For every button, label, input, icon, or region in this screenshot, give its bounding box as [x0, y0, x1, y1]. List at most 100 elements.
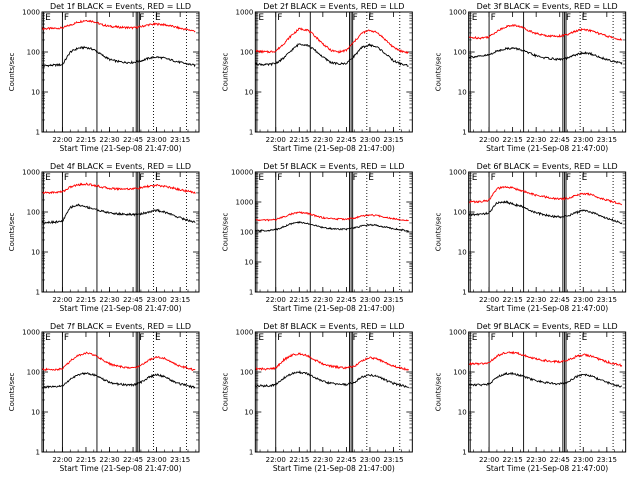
y-axis-label: Counts/sec — [435, 373, 443, 412]
y-axis-label: Counts/sec — [221, 373, 229, 412]
y-axis-label: Counts/sec — [8, 373, 16, 412]
x-tick-label: 22:00 — [479, 136, 499, 144]
x-tick-label: 23:00 — [147, 456, 167, 464]
marker-label: F — [566, 173, 571, 183]
x-tick-label: 22:30 — [99, 456, 119, 464]
x-tick-label: 22:45 — [123, 296, 143, 304]
marker-label: F — [353, 13, 358, 23]
plot-frame — [468, 171, 627, 293]
x-tick-label: 22:30 — [99, 296, 119, 304]
marker-label: F — [491, 13, 496, 23]
marker-label: E — [258, 333, 264, 343]
x-axis-label: Start Time (21-Sep-08 21:47:00) — [273, 464, 395, 473]
x-tick-label: 22:30 — [526, 456, 546, 464]
marker-label: E — [368, 13, 374, 23]
x-tick-label: 23:00 — [573, 136, 593, 144]
lld-series-line — [255, 352, 409, 372]
marker-label: E — [472, 333, 478, 343]
marker-label: F — [64, 173, 69, 183]
y-tick-label: 1000 — [449, 169, 467, 177]
x-tick-label: 23:00 — [573, 296, 593, 304]
marker-label: E — [155, 333, 161, 343]
lld-series-line — [41, 182, 196, 195]
y-tick-label: 1 — [36, 449, 40, 457]
events-series-line — [41, 203, 196, 225]
x-tick-label: 22:15 — [289, 136, 309, 144]
y-axis-label: Counts/sec — [221, 213, 229, 252]
x-tick-label: 22:15 — [503, 296, 523, 304]
x-tick-label: 22:00 — [266, 456, 286, 464]
marker-label: F — [353, 333, 358, 343]
panel-title: Det 8f BLACK = Events, RED = LLD — [263, 322, 404, 331]
marker-label: F — [491, 173, 496, 183]
plot-frame — [41, 331, 200, 453]
y-tick-label: 1 — [36, 289, 40, 297]
x-tick-label: 22:30 — [313, 456, 333, 464]
marker-label: E — [472, 13, 478, 23]
plot-frame — [254, 11, 413, 133]
y-tick-label: 1000 — [22, 9, 40, 17]
panel-title: Det 1f BLACK = Events, RED = LLD — [50, 2, 191, 11]
events-series-line — [41, 45, 196, 68]
panel-title: Det 3f BLACK = Events, RED = LLD — [477, 2, 618, 11]
marker-label: F — [139, 13, 144, 23]
x-tick-label: 23:15 — [170, 296, 190, 304]
marker-label: E — [582, 13, 588, 23]
x-axis-label: Start Time (21-Sep-08 21:47:00) — [273, 144, 395, 153]
y-tick-label: 1 — [462, 449, 466, 457]
y-tick-label: 100 — [27, 209, 40, 217]
x-tick-label: 22:00 — [479, 456, 499, 464]
x-tick-label: 23:15 — [170, 136, 190, 144]
x-tick-label: 23:15 — [383, 456, 403, 464]
x-axis-label: Start Time (21-Sep-08 21:47:00) — [60, 464, 182, 473]
plot-frame — [254, 171, 413, 293]
y-tick-label: 1000 — [449, 329, 467, 337]
events-series-line — [468, 371, 623, 388]
x-tick-label: 22:30 — [526, 136, 546, 144]
events-series-line — [254, 370, 409, 389]
x-axis-label: Start Time (21-Sep-08 21:47:00) — [273, 304, 395, 313]
panel-title: Det 5f BLACK = Events, RED = LLD — [263, 162, 404, 171]
x-tick-label: 22:30 — [313, 296, 333, 304]
y-tick-label: 10 — [458, 409, 467, 417]
x-tick-label: 22:00 — [52, 136, 72, 144]
panel-8: Det 8f BLACK = Events, RED = LLD Counts/s… — [221, 322, 413, 473]
x-tick-label: 22:30 — [526, 296, 546, 304]
panel-4: Det 4f BLACK = Events, RED = LLD Counts/s… — [8, 162, 200, 313]
y-tick-label: 1000 — [22, 329, 40, 337]
x-tick-label: 22:45 — [550, 136, 570, 144]
y-tick-label: 1000 — [449, 9, 467, 17]
lld-series-line — [468, 24, 623, 41]
y-tick-label: 10 — [31, 89, 40, 97]
plot-frame — [41, 11, 200, 133]
x-tick-label: 23:00 — [360, 296, 380, 304]
events-series-line — [254, 43, 409, 67]
marker-label: F — [353, 173, 358, 183]
panel-9: Det 9f BLACK = Events, RED = LLD Counts/s… — [435, 322, 627, 473]
events-series-line — [468, 200, 623, 225]
x-tick-label: 23:00 — [147, 296, 167, 304]
y-tick-label: 1000 — [236, 329, 254, 337]
y-tick-label: 10 — [244, 259, 253, 267]
marker-label: F — [491, 333, 496, 343]
y-tick-label: 1000 — [236, 199, 254, 207]
marker-label: F — [64, 13, 69, 23]
x-tick-label: 23:00 — [360, 456, 380, 464]
marker-label: E — [582, 333, 588, 343]
x-tick-label: 22:30 — [313, 136, 333, 144]
marker-label: E — [45, 333, 51, 343]
x-tick-label: 23:00 — [147, 136, 167, 144]
x-axis-label: Start Time (21-Sep-08 21:47:00) — [60, 304, 182, 313]
panel-2: Det 2f BLACK = Events, RED = LLD Counts/s… — [221, 2, 413, 153]
marker-label: F — [277, 333, 282, 343]
x-axis-label: Start Time (21-Sep-08 21:47:00) — [486, 304, 608, 313]
y-tick-label: 1000 — [236, 9, 254, 17]
plot-frame — [41, 171, 200, 293]
x-axis-label: Start Time (21-Sep-08 21:47:00) — [60, 144, 182, 153]
y-tick-label: 10 — [244, 89, 253, 97]
x-tick-label: 22:15 — [503, 136, 523, 144]
marker-label: E — [45, 13, 51, 23]
marker-label: E — [582, 173, 588, 183]
y-tick-label: 100 — [27, 369, 40, 377]
